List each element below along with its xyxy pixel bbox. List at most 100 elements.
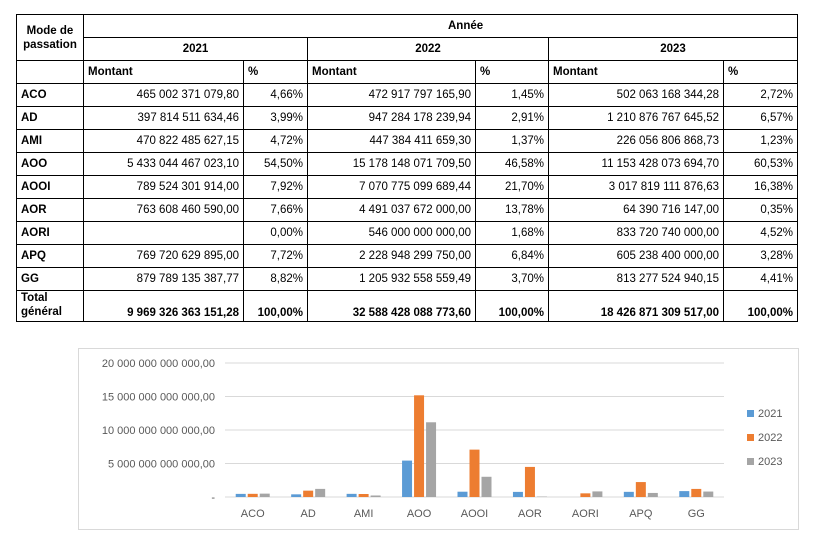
bar-aori-2022 [580, 493, 591, 497]
cell-pct-2021: 8,82% [243, 267, 308, 291]
cell-montant-2021: 465 002 371 079,80 [83, 83, 244, 107]
cell-montant-2022: 4 491 037 672 000,00 [307, 198, 476, 222]
cell-pct-2023: 3,28% [723, 244, 798, 268]
cell-pct-2023: 4,41% [723, 267, 798, 291]
table-row: AD 397 814 511 634,46 3,99% 947 284 178 239… [16, 106, 798, 130]
subheader-montant-2021: Montant [83, 60, 244, 84]
header-year-2021: 2021 [83, 37, 308, 61]
cell-pct-2021: 7,92% [243, 175, 308, 199]
cell-montant-2023: 813 277 524 940,15 [548, 267, 724, 291]
cell-montant-2023: 833 720 740 000,00 [548, 221, 724, 245]
cell-pct-2022: 46,58% [475, 152, 549, 176]
bar-aco-2021 [235, 493, 246, 497]
cell-pct-2021: 4,66% [243, 83, 308, 107]
x-tick-label: AOR [518, 508, 542, 520]
header-mode-line1: Mode de [26, 24, 74, 37]
cell-montant-2021 [83, 221, 244, 245]
bar-aori-2023 [592, 491, 603, 497]
cell-pct-2023: 60,53% [723, 152, 798, 176]
cell-pct-2022: 6,84% [475, 244, 549, 268]
header-annee: Année [83, 14, 798, 38]
cell-pct-2022: 1,68% [475, 221, 549, 245]
header-mode-line2: passation [23, 38, 77, 51]
cell-montant-2023: 1 210 876 767 645,52 [548, 106, 724, 130]
cell-pct-2023: 1,23% [723, 129, 798, 153]
x-tick-label: APQ [629, 508, 653, 520]
bar-chart: - 5 000 000 000 000,00 10 000 000 000 000,… [102, 358, 783, 520]
cell-pct-2021: 4,72% [243, 129, 308, 153]
cell-pct-2023: 6,57% [723, 106, 798, 130]
y-tick-label: - [211, 492, 215, 504]
cell-montant-2021: 879 789 135 387,77 [83, 267, 244, 291]
table-row: AMI 470 822 485 627,15 4,72% 447 384 411 65… [16, 129, 798, 153]
total-montant-2023: 18 426 871 309 517,00 [548, 290, 724, 322]
procurement-table: Mode de passation Année 2021 2022 2023 M… [16, 14, 798, 322]
bar-ami-2023 [370, 495, 381, 497]
table-row: AOR 763 608 460 590,00 7,66% 4 491 037 672 … [16, 198, 798, 222]
total-row: Total général 9 969 326 363 151,28 100,0… [16, 290, 798, 322]
bar-ad-2021 [291, 494, 302, 497]
bar-aooi-2021 [457, 491, 468, 497]
bar-aor-2022 [524, 466, 535, 497]
cell-pct-2021: 7,72% [243, 244, 308, 268]
cell-montant-2021: 789 524 301 914,00 [83, 175, 244, 199]
total-montant-2021: 9 969 326 363 151,28 [83, 290, 244, 322]
cell-montant-2021: 470 822 485 627,15 [83, 129, 244, 153]
row-mode-label: AOOI [16, 175, 84, 199]
bar-gg-2023 [703, 491, 714, 497]
legend-label-2022: 2022 [758, 432, 782, 444]
row-mode-label: ACO [16, 83, 84, 107]
x-tick-label: AD [301, 508, 316, 520]
bar-aooi-2023 [481, 476, 492, 497]
cell-montant-2021: 5 433 044 467 023,10 [83, 152, 244, 176]
header-mode-de-passation: Mode de passation [16, 14, 84, 61]
bar-apq-2023 [647, 492, 658, 497]
subheader-montant-2023: Montant [548, 60, 724, 84]
bar-apq-2021 [623, 491, 634, 497]
cell-pct-2022: 3,70% [475, 267, 549, 291]
total-montant-2022: 32 588 428 088 773,60 [307, 290, 476, 322]
cell-pct-2021: 54,50% [243, 152, 308, 176]
subheader-pct-2023: % [723, 60, 798, 84]
header-year-2023: 2023 [548, 37, 798, 61]
row-mode-label: AOR [16, 198, 84, 222]
cell-montant-2021: 769 720 629 895,00 [83, 244, 244, 268]
cell-pct-2021: 7,66% [243, 198, 308, 222]
cell-pct-2023: 0,35% [723, 198, 798, 222]
y-tick-label: 20 000 000 000 000,00 [102, 358, 215, 370]
total-pct-2021: 100,00% [243, 290, 308, 322]
bar-aoo-2023 [426, 422, 437, 497]
cell-pct-2022: 13,78% [475, 198, 549, 222]
bar-gg-2021 [679, 491, 690, 497]
bar-aoo-2022 [414, 395, 425, 497]
cell-pct-2022: 21,70% [475, 175, 549, 199]
subheader-empty [16, 60, 84, 84]
bar-ad-2023 [315, 488, 326, 497]
cell-montant-2022: 2 228 948 299 750,00 [307, 244, 476, 268]
legend-label-2023: 2023 [758, 456, 782, 468]
bar-apq-2022 [635, 482, 646, 497]
bar-aco-2023 [259, 493, 270, 497]
total-pct-2023: 100,00% [723, 290, 798, 322]
cell-pct-2023: 2,72% [723, 83, 798, 107]
cell-montant-2022: 1 205 932 558 559,49 [307, 267, 476, 291]
cell-pct-2023: 4,52% [723, 221, 798, 245]
row-mode-label: APQ [16, 244, 84, 268]
y-tick-label: 5 000 000 000 000,00 [108, 459, 215, 471]
cell-montant-2023: 502 063 168 344,28 [548, 83, 724, 107]
cell-montant-2023: 3 017 819 111 876,63 [548, 175, 724, 199]
bar-ad-2022 [303, 490, 314, 497]
cell-pct-2022: 2,91% [475, 106, 549, 130]
table-row: ACO 465 002 371 079,80 4,66% 472 917 797 16… [16, 83, 798, 107]
cell-montant-2022: 472 917 797 165,90 [307, 83, 476, 107]
cell-pct-2023: 16,38% [723, 175, 798, 199]
table-row: AOO 5 433 044 467 023,10 54,50% 15 178 148 … [16, 152, 798, 176]
header-year-2022: 2022 [307, 37, 549, 61]
cell-montant-2023: 226 056 806 868,73 [548, 129, 724, 153]
legend-swatch-2023 [747, 458, 754, 465]
x-tick-label: AMI [354, 508, 374, 520]
y-tick-label: 15 000 000 000 000,00 [102, 392, 215, 404]
subheader-montant-2022: Montant [307, 60, 476, 84]
row-mode-label: GG [16, 267, 84, 291]
cell-pct-2021: 3,99% [243, 106, 308, 130]
